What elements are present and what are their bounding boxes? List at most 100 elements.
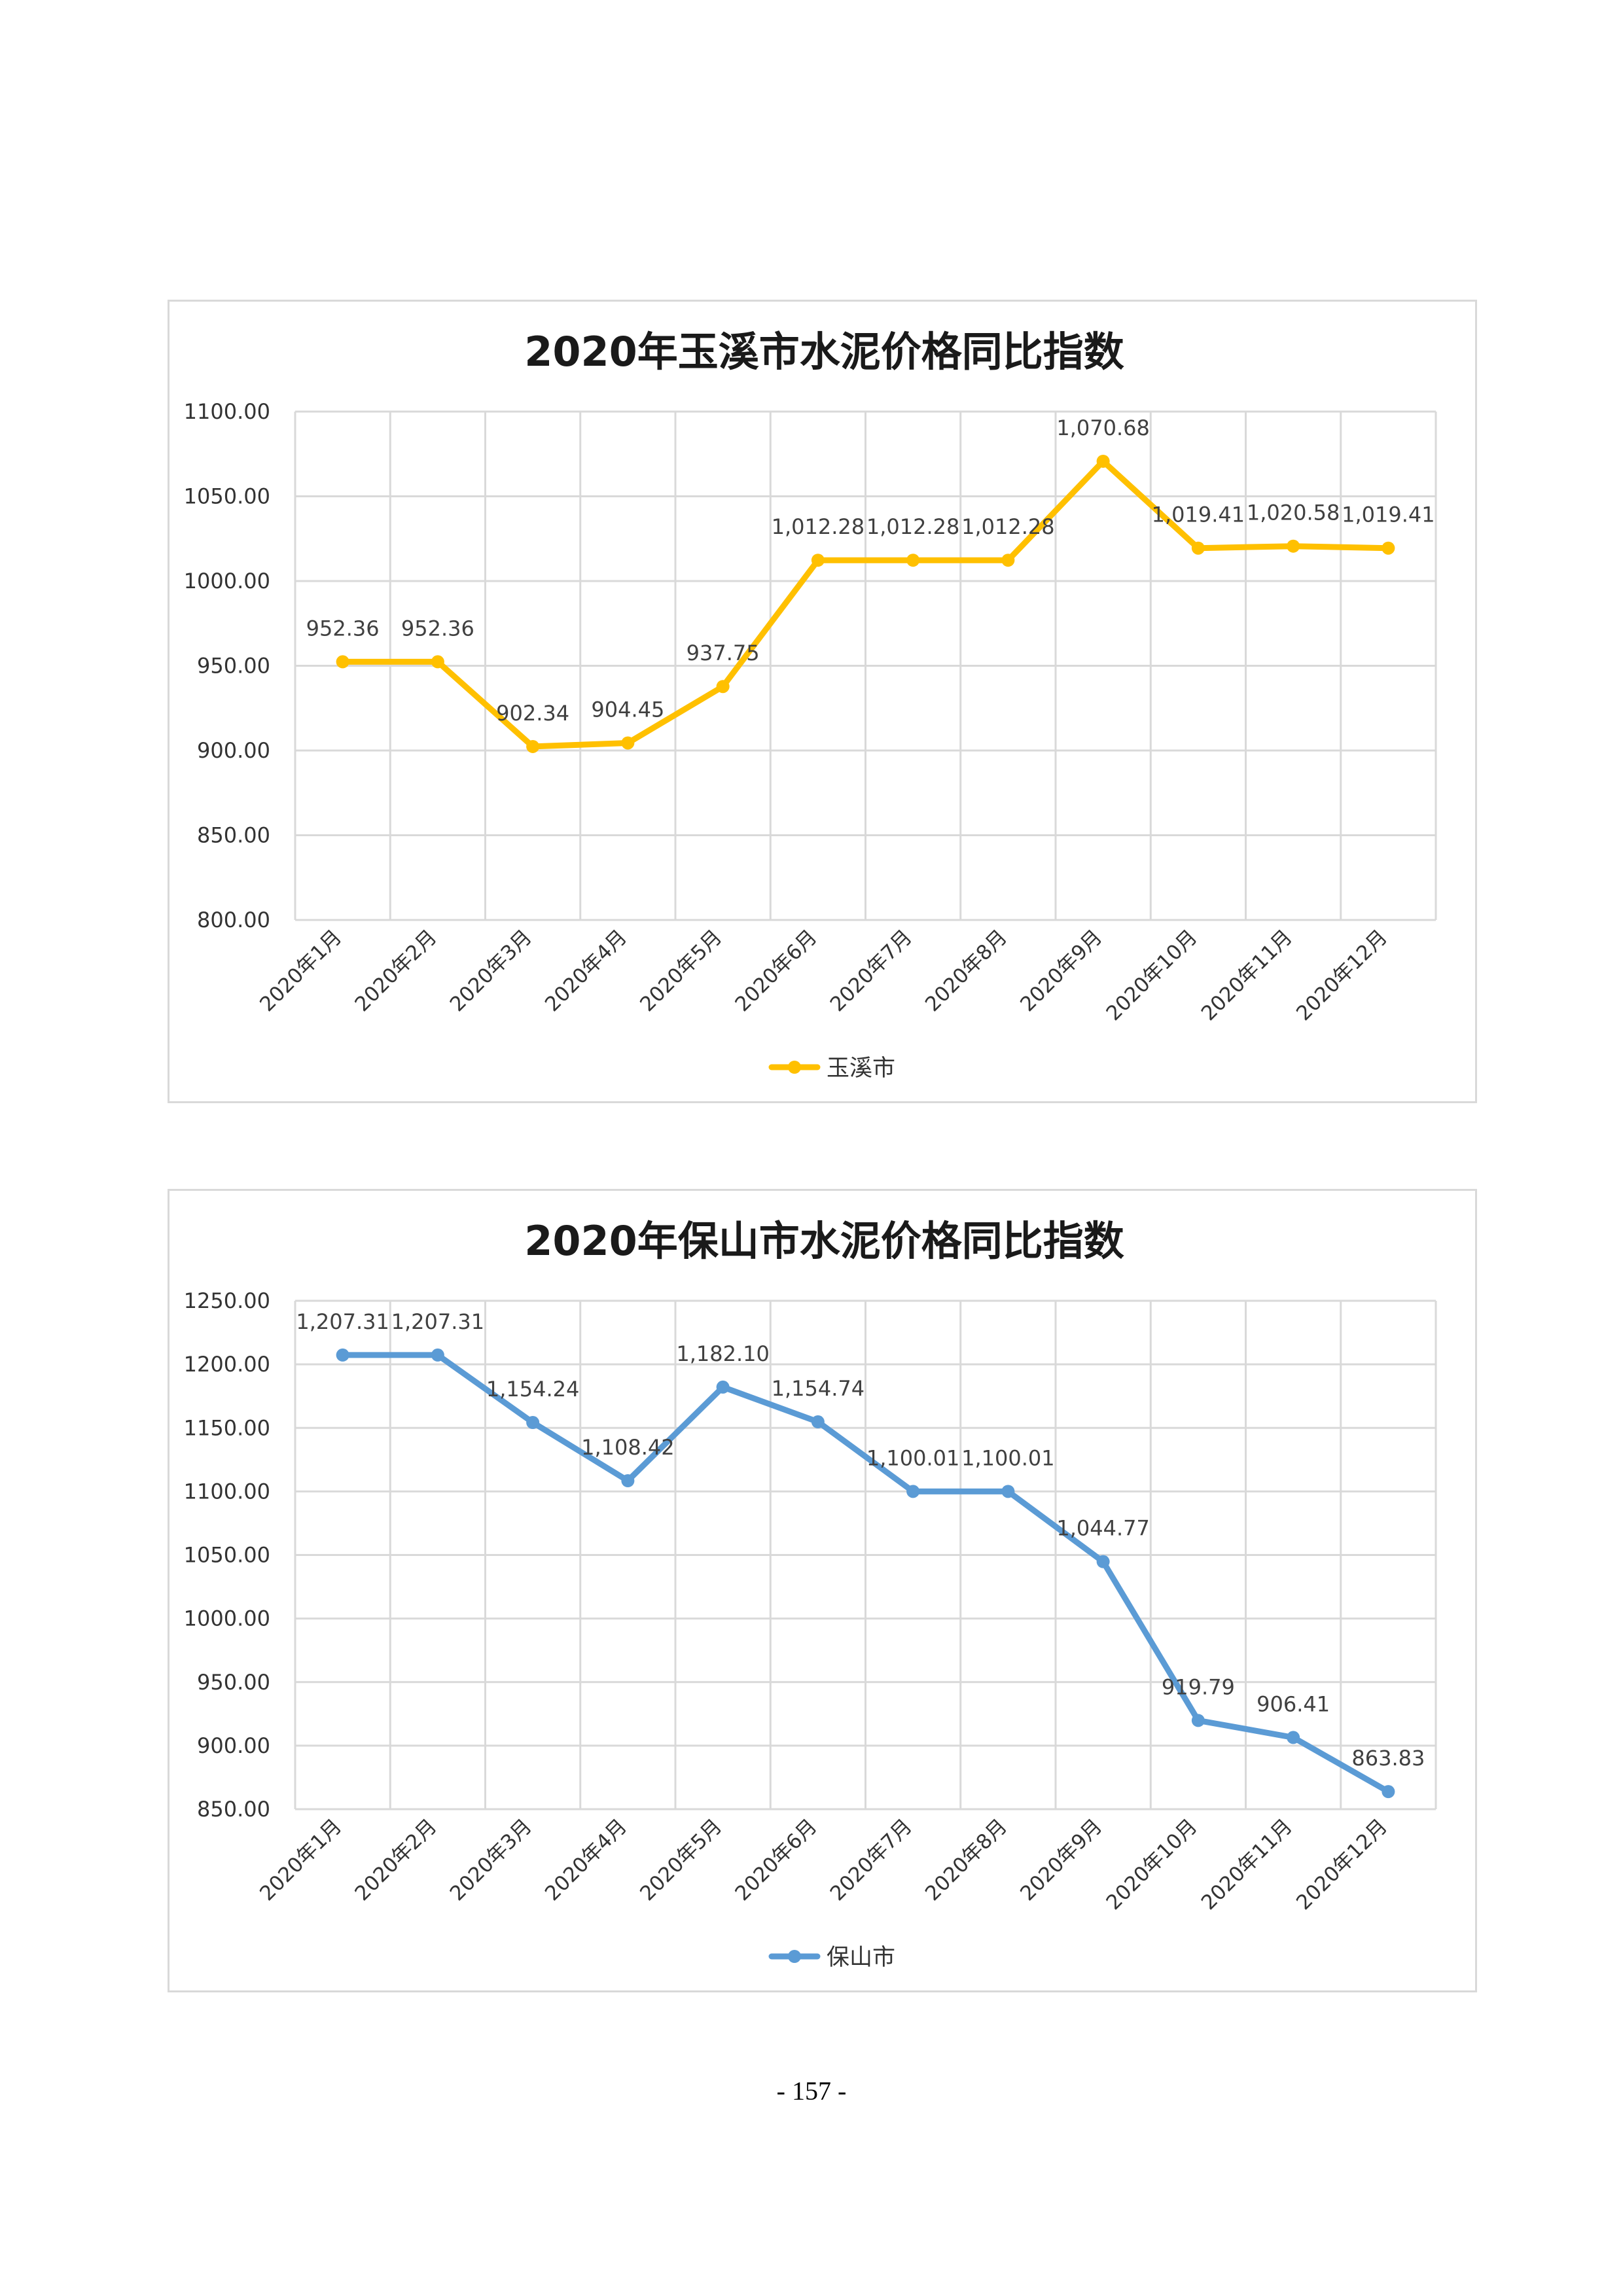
- y-tick-label: 900.00: [197, 738, 270, 763]
- data-label: 1,020.58: [1247, 501, 1340, 525]
- data-point: [621, 1474, 635, 1488]
- data-label: 1,207.31: [391, 1309, 485, 1334]
- legend-label: 玉溪市: [827, 1055, 895, 1082]
- data-label: 1,019.41: [1342, 503, 1435, 527]
- x-tick-label: 2020年9月: [1016, 1814, 1107, 1905]
- data-label: 1,100.01: [961, 1445, 1055, 1470]
- chart-baoshan-svg: 2020年保山市水泥价格同比指数 850.00 900.00 950.00 1000.0…: [184, 1217, 1437, 1971]
- data-label: 1,207.31: [296, 1309, 389, 1334]
- data-label: 1,100.01: [866, 1445, 960, 1470]
- data-point: [906, 554, 920, 567]
- y-tick-label: 850.00: [197, 823, 270, 848]
- x-tick-label: 2020年6月: [730, 1814, 821, 1905]
- data-point: [1191, 1714, 1205, 1727]
- data-point: [336, 1348, 349, 1362]
- x-tick-label: 2020年3月: [446, 1814, 537, 1905]
- data-point: [1287, 539, 1300, 553]
- x-tick-label: 2020年8月: [921, 1814, 1012, 1905]
- data-label: 906.41: [1257, 1691, 1330, 1716]
- y-tick-label: 900.00: [197, 1733, 270, 1758]
- x-tick-label: 2020年5月: [635, 925, 726, 1016]
- x-tick-label: 2020年4月: [541, 1814, 632, 1905]
- data-point: [1191, 541, 1205, 555]
- y-tick-label: 1000.00: [184, 569, 270, 593]
- data-label: 1,070.68: [1056, 415, 1150, 440]
- data-point: [1096, 454, 1110, 468]
- x-tick-label: 2020年2月: [350, 1814, 441, 1905]
- x-tick-label: 2020年11月: [1197, 1814, 1297, 1915]
- data-label: 919.79: [1162, 1674, 1235, 1699]
- data-point: [431, 655, 444, 669]
- chart-title: 2020年保山市水泥价格同比指数: [524, 1217, 1124, 1265]
- y-tick-label: 950.00: [197, 1670, 270, 1695]
- y-tick-label: 1050.00: [184, 1543, 270, 1568]
- y-tick-label: 1050.00: [184, 484, 270, 509]
- x-tick-label: 2020年10月: [1102, 1814, 1202, 1915]
- data-point: [1001, 1485, 1015, 1498]
- chart-title: 2020年玉溪市水泥价格同比指数: [524, 328, 1124, 376]
- x-tick-label: 2020年4月: [541, 925, 632, 1016]
- x-tick-label: 2020年10月: [1102, 925, 1202, 1025]
- y-tick-label: 950.00: [197, 654, 270, 679]
- data-label: 863.83: [1351, 1746, 1425, 1771]
- data-point: [716, 1380, 730, 1394]
- x-tick-label: 2020年9月: [1016, 925, 1107, 1016]
- y-tick-label: 1200.00: [184, 1352, 270, 1377]
- x-tick-label: 2020年7月: [826, 925, 917, 1016]
- data-label: 1,154.24: [486, 1377, 580, 1402]
- series-line: [340, 458, 1391, 750]
- x-tick-label: 2020年7月: [826, 1814, 917, 1905]
- legend-label: 保山市: [827, 1945, 895, 1971]
- x-tick-label: 2020年6月: [730, 925, 821, 1016]
- x-tick-label: 2020年5月: [635, 1814, 726, 1905]
- legend-marker: [788, 1061, 801, 1074]
- data-point: [811, 1415, 825, 1429]
- x-tick-label: 2020年1月: [255, 925, 346, 1016]
- y-tick-label: 1000.00: [184, 1606, 270, 1631]
- chart-baoshan: 2020年保山市水泥价格同比指数 850.00 900.00 950.00 1000.0…: [168, 1189, 1477, 1992]
- data-point: [716, 680, 730, 694]
- x-tick-label: 2020年3月: [446, 925, 537, 1016]
- data-point: [621, 736, 635, 750]
- y-tick-label: 1150.00: [184, 1415, 270, 1440]
- x-tick-label: 2020年12月: [1292, 1814, 1392, 1915]
- series-line: [340, 1352, 1391, 1795]
- data-label: 1,044.77: [1056, 1516, 1150, 1541]
- data-point: [431, 1348, 444, 1362]
- y-tick-label: 800.00: [197, 908, 270, 932]
- x-tick-label: 2020年8月: [921, 925, 1012, 1016]
- y-tick-label: 850.00: [197, 1797, 270, 1822]
- x-tick-label: 2020年1月: [255, 1814, 346, 1905]
- data-label: 1,154.74: [772, 1376, 865, 1401]
- y-tick-label: 1250.00: [184, 1288, 270, 1313]
- data-label: 937.75: [687, 641, 760, 665]
- x-tick-label: 2020年11月: [1197, 925, 1297, 1025]
- legend-marker: [788, 1950, 801, 1963]
- data-label: 952.36: [401, 616, 474, 641]
- data-point: [1287, 1731, 1300, 1744]
- chart-yuxi: 2020年玉溪市水泥价格同比指数 800.00 850.00 900.00 950.00…: [168, 300, 1477, 1103]
- data-label: 902.34: [496, 701, 569, 726]
- data-label: 1,012.28: [866, 514, 960, 539]
- data-label: 1,182.10: [676, 1341, 770, 1366]
- data-label: 904.45: [591, 697, 664, 722]
- x-tick-label: 2020年12月: [1292, 925, 1392, 1025]
- chart-yuxi-svg: 2020年玉溪市水泥价格同比指数 800.00 850.00 900.00 950.00…: [184, 328, 1437, 1082]
- data-point: [811, 554, 825, 567]
- data-label: 1,019.41: [1152, 503, 1245, 527]
- data-point: [526, 1416, 540, 1430]
- data-point: [1382, 541, 1395, 555]
- data-point: [1096, 1555, 1110, 1568]
- data-point: [336, 655, 349, 669]
- data-point: [1382, 1785, 1395, 1799]
- data-point: [906, 1485, 920, 1498]
- data-label: 1,012.28: [961, 514, 1055, 539]
- data-point: [526, 739, 540, 753]
- x-tick-label: 2020年2月: [350, 925, 441, 1016]
- data-label: 1,108.42: [581, 1435, 675, 1460]
- y-tick-label: 1100.00: [184, 1479, 270, 1504]
- data-label: 952.36: [306, 616, 380, 641]
- data-point: [1001, 554, 1015, 567]
- data-label: 1,012.28: [772, 514, 865, 539]
- page-number: - 157 -: [776, 2076, 847, 2106]
